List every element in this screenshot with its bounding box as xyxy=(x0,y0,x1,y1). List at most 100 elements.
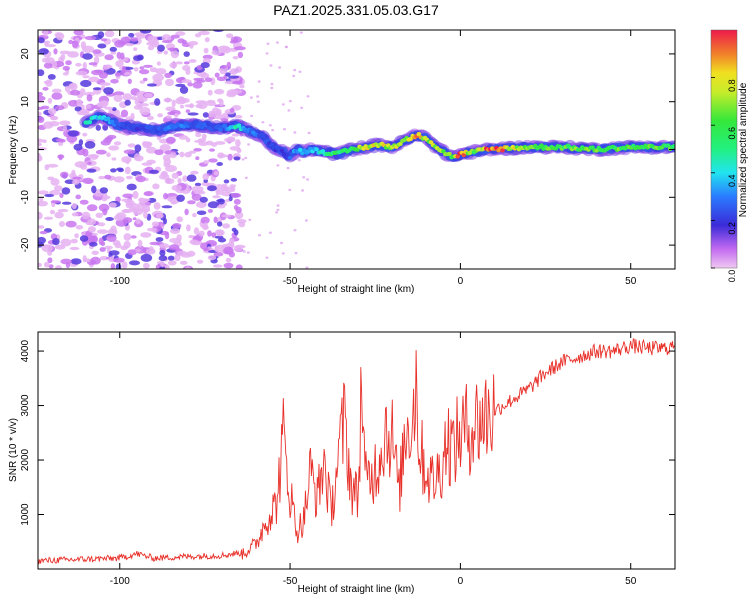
noise-speck xyxy=(175,61,184,65)
noise-speck xyxy=(217,98,223,103)
noise-speck xyxy=(113,94,123,103)
noise-speck xyxy=(207,255,217,261)
noise-speck xyxy=(183,61,190,65)
noise-speck xyxy=(143,64,153,68)
noise-speck xyxy=(138,208,151,212)
noise-speck xyxy=(128,32,135,38)
noise-speck xyxy=(51,88,62,94)
noise-speck xyxy=(293,131,297,134)
track-blob xyxy=(222,123,227,128)
noise-speck xyxy=(78,139,84,146)
noise-speck xyxy=(278,66,282,69)
noise-speck xyxy=(39,230,48,235)
noise-speck xyxy=(68,39,73,45)
noise-speck xyxy=(134,144,142,153)
noise-speck xyxy=(110,168,117,173)
noise-speck xyxy=(268,231,272,234)
noise-speck xyxy=(112,107,117,112)
noise-speck xyxy=(229,107,235,113)
noise-speck xyxy=(46,163,59,168)
noise-speck xyxy=(71,169,76,176)
noise-speck xyxy=(111,157,117,161)
noise-speck xyxy=(217,204,226,209)
noise-speck xyxy=(208,158,218,163)
x-tick-label: 50 xyxy=(625,276,637,287)
noise-speck xyxy=(168,244,180,251)
noise-speck xyxy=(38,138,44,143)
colorbar-tick-label: 0.4 xyxy=(727,175,737,188)
track-blob xyxy=(455,154,461,159)
noise-speck xyxy=(152,183,160,190)
noise-speck xyxy=(133,104,143,110)
colorbar-tick-label: 0.2 xyxy=(727,222,737,235)
noise-speck xyxy=(49,189,61,196)
noise-speck xyxy=(229,184,237,188)
noise-speck xyxy=(161,40,173,44)
noise-speck xyxy=(100,241,106,247)
noise-speck xyxy=(229,68,238,75)
noise-speck xyxy=(80,41,87,50)
noise-speck xyxy=(154,98,161,106)
noise-speck xyxy=(220,46,232,54)
noise-speck xyxy=(225,257,232,263)
noise-speck xyxy=(159,173,170,180)
noise-speck xyxy=(99,82,111,86)
noise-speck xyxy=(207,230,212,237)
noise-speck xyxy=(174,254,181,262)
noise-speck xyxy=(89,241,98,247)
noise-speck xyxy=(76,99,83,107)
noise-speck xyxy=(47,108,57,115)
noise-speck xyxy=(121,156,132,163)
noise-speck xyxy=(73,143,83,151)
noise-speck xyxy=(84,35,97,41)
noise-speck xyxy=(61,201,72,205)
noise-speck xyxy=(233,245,243,252)
noise-speck xyxy=(155,81,162,86)
noise-speck xyxy=(80,79,92,88)
noise-speck xyxy=(113,257,125,263)
noise-speck xyxy=(81,211,91,220)
x-tick-label: -50 xyxy=(283,276,298,287)
noise-speck xyxy=(189,43,194,49)
noise-speck xyxy=(82,75,90,79)
noise-speck xyxy=(43,216,54,220)
noise-speck xyxy=(244,176,248,179)
noise-speck xyxy=(38,95,46,102)
noise-speck xyxy=(143,77,148,82)
track-blob xyxy=(461,153,467,158)
track-blob xyxy=(447,151,452,156)
noise-speck xyxy=(126,202,135,207)
noise-speck xyxy=(186,250,196,257)
noise-speck xyxy=(305,266,309,269)
track-blob xyxy=(206,122,211,127)
noise-speck xyxy=(187,82,193,87)
noise-speck xyxy=(43,30,49,37)
noise-speck xyxy=(165,136,176,144)
noise-speck xyxy=(70,89,81,96)
track-blob xyxy=(132,123,137,129)
noise-speck xyxy=(231,80,243,85)
noise-speck xyxy=(49,209,56,215)
noise-speck xyxy=(100,38,108,42)
noise-speck xyxy=(217,221,223,227)
noise-speck xyxy=(110,263,116,269)
noise-speck xyxy=(100,100,109,107)
noise-speck xyxy=(47,74,56,80)
noise-speck xyxy=(139,103,149,107)
noise-speck xyxy=(87,154,100,158)
noise-speck xyxy=(95,212,104,218)
noise-speck xyxy=(203,47,209,54)
noise-speck xyxy=(92,49,102,54)
noise-speck xyxy=(103,65,111,70)
noise-speck xyxy=(228,196,233,202)
noise-speck xyxy=(138,69,150,75)
noise-speck xyxy=(209,148,215,152)
track-blob xyxy=(105,116,111,121)
noise-speck xyxy=(75,225,84,230)
noise-speck xyxy=(95,149,107,155)
noise-speck xyxy=(265,52,269,55)
noise-speck xyxy=(163,192,168,200)
track-blob xyxy=(398,141,403,146)
noise-speck xyxy=(72,179,80,185)
